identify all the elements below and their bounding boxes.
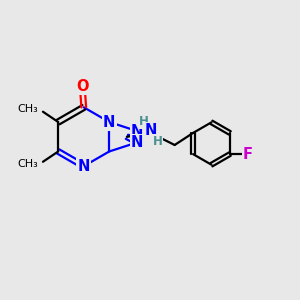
Text: N: N [145, 123, 157, 138]
Text: F: F [242, 147, 253, 162]
Text: H: H [139, 115, 149, 128]
Text: H: H [153, 135, 163, 148]
Text: N: N [131, 124, 143, 139]
Text: N: N [103, 115, 116, 130]
Text: CH₃: CH₃ [17, 159, 38, 169]
Text: N: N [78, 159, 90, 174]
Text: N: N [131, 135, 143, 150]
Text: CH₃: CH₃ [17, 104, 38, 114]
Text: O: O [76, 79, 88, 94]
